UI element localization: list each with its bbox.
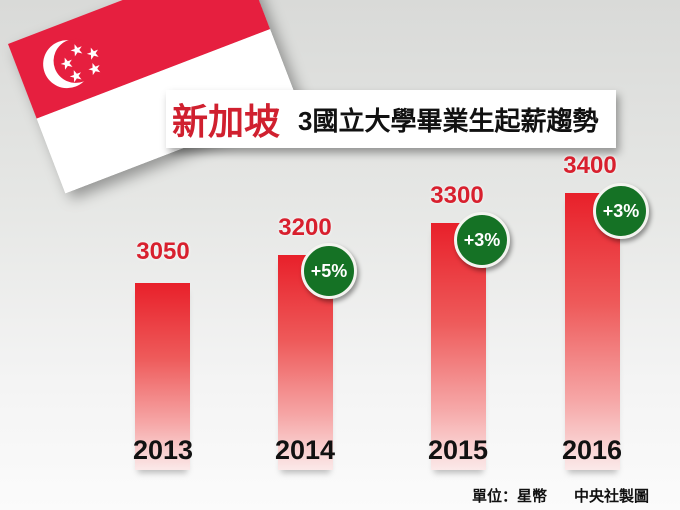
- unit-note: 單位：星幣: [472, 488, 548, 505]
- year-label-2015: 2015: [427, 435, 489, 465]
- title-country: 新加坡: [172, 101, 281, 142]
- value-label-2014: 3200: [278, 214, 332, 241]
- value-label-2016: 3400: [563, 152, 617, 179]
- singapore-flag: [8, 0, 299, 194]
- change-badge-2015: +3%: [454, 212, 510, 268]
- bar-2013: [135, 283, 190, 470]
- change-badge-2016: +3%: [593, 183, 649, 239]
- value-label-2015: 3300: [430, 182, 484, 209]
- chart-title-box: 新加坡 3國立大學畢業生起薪趨勢: [166, 90, 616, 148]
- title-subtitle: 3國立大學畢業生起薪趨勢: [298, 105, 599, 136]
- year-label-2014: 2014: [274, 435, 336, 465]
- crescent-stars-icon: [43, 38, 101, 89]
- change-badge-2014: +5%: [301, 243, 357, 299]
- year-label-2016: 2016: [561, 435, 623, 465]
- bar-2016: [565, 193, 620, 470]
- year-label-2013: 2013: [132, 435, 194, 465]
- value-label-2013: 3050: [136, 238, 190, 265]
- source-note: 中央社製圖: [574, 488, 650, 505]
